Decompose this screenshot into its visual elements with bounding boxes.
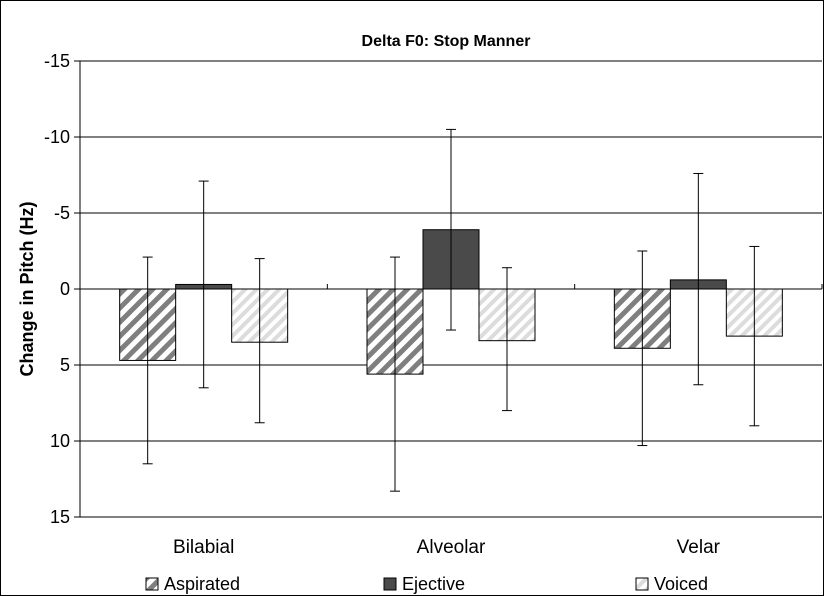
y-tick-label: 0 [60, 279, 70, 299]
category-label: Alveolar [417, 537, 486, 558]
y-tick-label: 15 [50, 507, 70, 527]
legend-label-ejective: Ejective [402, 574, 465, 594]
category-label: Velar [677, 537, 721, 558]
y-tick-label: 5 [60, 355, 70, 375]
y-tick-label: 10 [50, 431, 70, 451]
y-tick-label: -5 [54, 203, 70, 223]
legend-swatch-aspirated [145, 577, 159, 591]
legend: Aspirated Ejective Voiced [145, 574, 708, 594]
y-tick-label: -15 [44, 51, 70, 71]
legend-swatch-ejective [383, 577, 397, 591]
chart-title: Delta F0: Stop Manner [362, 33, 531, 50]
category-label: Bilabial [173, 537, 234, 558]
legend-swatch-voiced [635, 577, 649, 591]
y-tick-label: -10 [44, 127, 70, 147]
category-labels: Bilabial Alveolar Velar [173, 537, 721, 558]
legend-label-aspirated: Aspirated [164, 574, 240, 594]
y-axis-label: Change in Pitch (Hz) [17, 201, 37, 376]
error-bars [142, 128, 760, 492]
y-tick-labels: -15 -10 -5 0 5 10 15 [44, 51, 70, 527]
x-axis [79, 61, 823, 517]
legend-label-voiced: Voiced [654, 574, 708, 594]
